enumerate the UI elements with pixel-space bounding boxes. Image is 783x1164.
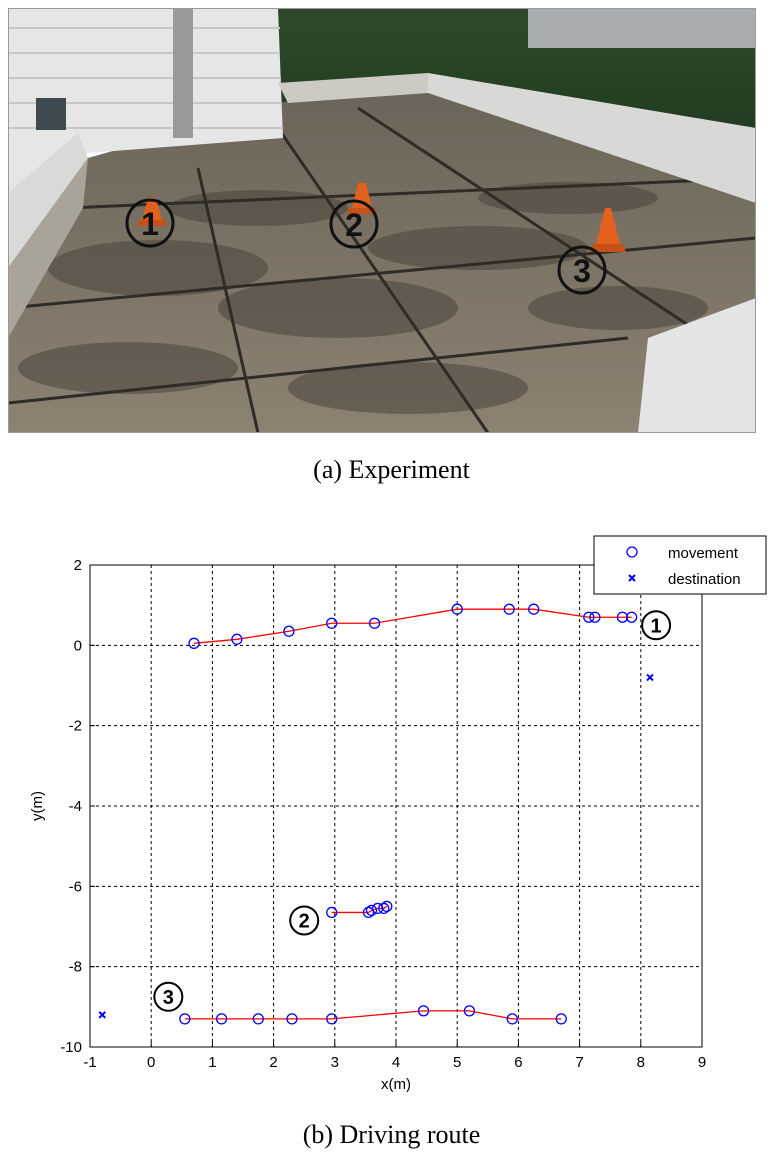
x-tick-label: 5 <box>453 1054 461 1071</box>
movement-point <box>503 603 515 615</box>
driving-route-chart: -1 0 1 2 3 4 5 6 7 8 920-2-4-6-8-10 123 x(m) y(m) … <box>29 535 767 1093</box>
movement-point <box>215 1013 228 1025</box>
x-tick-label: 9 <box>698 1054 706 1071</box>
route-label-circle <box>289 905 320 936</box>
destination-stroke <box>98 1011 106 1019</box>
roof-seams <box>8 106 756 433</box>
route-label-number: 1 <box>651 615 662 637</box>
y-axis-label: y(m) <box>29 791 46 821</box>
movement-point <box>286 1013 298 1025</box>
back-parapet <box>278 73 428 103</box>
legend-destination-label: destination <box>668 571 741 588</box>
movement-point <box>179 1013 191 1025</box>
legend-destination-marker <box>628 574 636 582</box>
series-label-layer: 1 2 3 <box>153 610 672 1012</box>
experiment-photo: 1 2 3 <box>8 8 756 433</box>
route-line-1 <box>193 608 632 644</box>
x-tick-label: 7 <box>575 1054 583 1071</box>
svg-text:3: 3 <box>573 253 591 289</box>
caption-driving-route: (b) Driving route <box>302 1120 481 1149</box>
series-layer <box>179 603 638 1025</box>
route-label-number: 3 <box>163 987 174 1009</box>
drain-pipe <box>173 8 193 138</box>
movement-point <box>589 611 601 623</box>
destination-point <box>646 673 654 682</box>
roof-floor <box>8 88 756 433</box>
y-tick-label: -10 <box>60 1039 82 1056</box>
destination-stroke <box>628 574 636 582</box>
movement-point <box>326 906 338 919</box>
movement-point <box>583 611 595 623</box>
legend-destination-cross <box>628 574 636 582</box>
destination-layer <box>98 673 654 1019</box>
destination-point <box>98 1011 106 1019</box>
movement-point <box>381 900 393 913</box>
movement-point <box>283 625 295 637</box>
x-tick-label: 2 <box>269 1054 277 1071</box>
movement-point <box>463 1005 476 1017</box>
photo-marker-3: 3 <box>557 245 607 295</box>
caption-experiment: (a) Experiment <box>313 455 470 484</box>
route-label-number: 2 <box>299 910 310 932</box>
y-tick-label: -8 <box>69 959 82 976</box>
route-line-2 <box>331 905 388 914</box>
movement-point <box>528 603 540 615</box>
photo-border <box>8 8 756 433</box>
movement-point <box>506 1013 518 1025</box>
city-background <box>528 8 756 48</box>
left-parapet <box>8 133 88 268</box>
movement-point <box>555 1013 567 1025</box>
traffic-cone <box>590 208 626 252</box>
x-tick-label: 8 <box>637 1054 645 1071</box>
x-axis-label: x(m) <box>381 1076 411 1093</box>
svg-text:2: 2 <box>345 207 363 243</box>
y-tick-label: 0 <box>74 637 82 654</box>
photo-marker-2: 2 <box>329 199 379 249</box>
left-parapet-side <box>8 158 88 338</box>
destination-stroke <box>646 673 654 682</box>
grid <box>90 565 702 1047</box>
movement-point <box>616 611 629 623</box>
movement-point <box>362 906 375 919</box>
x-tick-label: 3 <box>331 1054 339 1071</box>
corner-structure <box>638 298 756 433</box>
x-tick-label: 4 <box>392 1054 400 1071</box>
axis-ticks: -1 0 1 2 3 4 5 6 7 8 920-2-4-6-8-10 <box>60 557 706 1071</box>
movement-point <box>231 633 243 645</box>
route-label-circle <box>641 610 672 641</box>
legend-box <box>593 535 767 595</box>
movement-point <box>188 637 200 649</box>
route-label-circle <box>153 981 184 1012</box>
x-tick-label: 6 <box>514 1054 522 1071</box>
route-line-3 <box>184 1010 562 1020</box>
movement-point <box>326 1013 338 1025</box>
movement-point <box>368 617 381 629</box>
y-tick-label: -6 <box>69 878 82 895</box>
movement-point <box>625 611 638 623</box>
movement-point <box>378 902 390 915</box>
photo-marker-1: 1 <box>125 198 175 248</box>
legend: movement destination <box>593 535 767 595</box>
y-tick-label: -4 <box>69 798 82 815</box>
legend-movement-marker <box>626 546 638 558</box>
x-tick-label: -1 <box>83 1054 96 1071</box>
svg-text:1: 1 <box>141 206 159 242</box>
traffic-cone <box>137 198 167 226</box>
movement-point <box>365 904 378 917</box>
right-parapet <box>428 73 756 203</box>
legend-movement-label: movement <box>668 545 739 562</box>
wall-vent <box>36 98 66 130</box>
movement-point <box>451 603 463 615</box>
roof-stains <box>18 182 708 414</box>
movement-point <box>417 1005 430 1017</box>
movement-point <box>326 617 338 629</box>
y-tick-label: -2 <box>69 718 82 735</box>
x-tick-label: 1 <box>208 1054 216 1071</box>
movement-point <box>252 1013 264 1025</box>
x-tick-label: 0 <box>147 1054 155 1071</box>
y-tick-label: 2 <box>74 557 82 574</box>
